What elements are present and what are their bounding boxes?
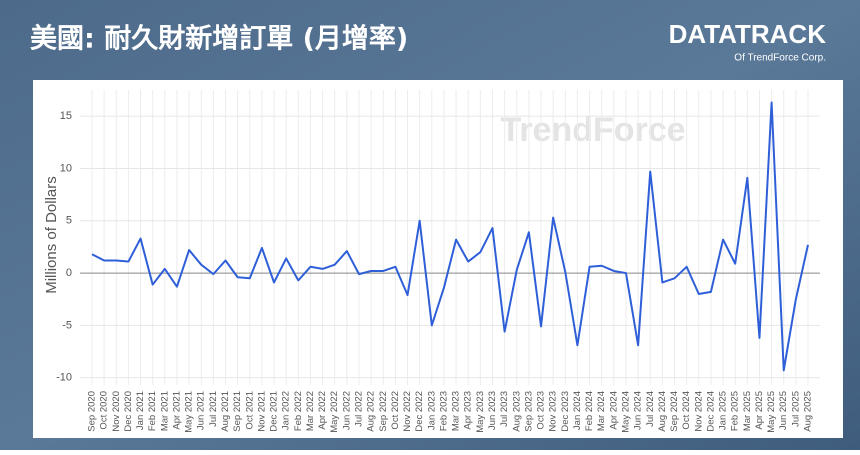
x-tick-label: Sep 2020 bbox=[87, 391, 98, 432]
x-tick-label: Jan 2023 bbox=[426, 391, 437, 430]
x-tick-label: Feb 2024 bbox=[584, 391, 595, 431]
x-tick-label: Jan 2024 bbox=[572, 391, 583, 430]
x-tick-label: Nov 2024 bbox=[693, 391, 704, 432]
y-tick-label: 10 bbox=[60, 162, 72, 174]
x-tick-label: Mar 2024 bbox=[596, 391, 607, 431]
x-tick-label: Jun 2021 bbox=[196, 391, 207, 430]
x-tick-label: Nov 2020 bbox=[111, 391, 122, 432]
y-tick-label: 5 bbox=[66, 215, 72, 227]
x-tick-label: Dec 2020 bbox=[123, 391, 134, 432]
x-tick-label: Jul 2023 bbox=[499, 391, 510, 427]
x-tick-label: Nov 2022 bbox=[402, 391, 413, 432]
x-tick-label: Aug 2023 bbox=[511, 391, 522, 432]
x-tick-label: Aug 2021 bbox=[220, 391, 231, 432]
x-tick-label: Oct 2022 bbox=[390, 391, 401, 430]
x-tick-label: Apr 2025 bbox=[754, 391, 765, 430]
brand-logo: DATATRACK bbox=[669, 19, 827, 49]
x-tick-label: Oct 2023 bbox=[536, 391, 547, 430]
x-tick-label: Jan 2022 bbox=[281, 391, 292, 430]
y-axis-label: Millions of Dollars bbox=[43, 176, 60, 294]
x-tick-label: Aug 2025 bbox=[803, 391, 814, 432]
x-tick-label: Apr 2024 bbox=[608, 391, 619, 430]
x-tick-label: Jun 2023 bbox=[487, 391, 498, 430]
x-tick-label: Nov 2021 bbox=[256, 391, 267, 432]
x-tick-label: Dec 2023 bbox=[560, 391, 571, 432]
x-tick-label: Mar 2022 bbox=[305, 391, 316, 431]
x-tick-label: Mar 2025 bbox=[742, 391, 753, 431]
x-tick-label: Sep 2022 bbox=[378, 391, 389, 432]
y-tick-label: 0 bbox=[66, 267, 72, 279]
x-tick-label: Jun 2022 bbox=[341, 391, 352, 430]
x-tick-label: May 2022 bbox=[329, 391, 340, 433]
brand-sub: Of TrendForce Corp. bbox=[734, 53, 826, 64]
x-tick-label: Oct 2021 bbox=[244, 391, 255, 430]
x-tick-label: Feb 2023 bbox=[438, 391, 449, 431]
x-tick-label: Jul 2021 bbox=[208, 391, 219, 427]
x-tick-label: May 2024 bbox=[620, 391, 631, 433]
x-tick-label: Feb 2025 bbox=[730, 391, 741, 431]
x-tick-label: Apr 2022 bbox=[317, 391, 328, 430]
x-tick-label: Oct 2020 bbox=[99, 391, 110, 430]
x-tick-label: Aug 2024 bbox=[657, 391, 668, 432]
y-tick-label: -10 bbox=[56, 372, 72, 384]
x-tick-label: Sep 2024 bbox=[669, 391, 680, 432]
data-line bbox=[91, 101, 809, 372]
x-tick-label: Jan 2025 bbox=[718, 391, 729, 430]
x-tick-label: Jul 2022 bbox=[353, 391, 364, 427]
x-tick-label: Apr 2021 bbox=[171, 391, 182, 430]
x-tick-label: Apr 2023 bbox=[463, 391, 474, 430]
x-tick-label: Dec 2021 bbox=[269, 391, 280, 432]
chart-panel bbox=[33, 80, 843, 438]
x-tick-label: May 2023 bbox=[475, 391, 486, 433]
x-tick-label: Jun 2025 bbox=[778, 391, 789, 430]
x-tick-label: Jan 2021 bbox=[135, 391, 146, 430]
x-tick-label: Aug 2022 bbox=[366, 391, 377, 432]
x-tick-label: Mar 2021 bbox=[159, 391, 170, 431]
x-tick-label: May 2025 bbox=[766, 391, 777, 433]
chart-title: 美國: 耐久財新增訂單 (月增率) bbox=[30, 23, 408, 55]
x-tick-label: May 2021 bbox=[184, 391, 195, 433]
x-tick-label: Dec 2024 bbox=[705, 391, 716, 432]
x-tick-label: Nov 2023 bbox=[548, 391, 559, 432]
x-tick-label: Jul 2025 bbox=[790, 391, 801, 427]
x-tick-label: Feb 2022 bbox=[293, 391, 304, 431]
x-tick-label: Jun 2024 bbox=[633, 391, 644, 430]
x-tick-label: Feb 2021 bbox=[147, 391, 158, 431]
x-tick-label: Dec 2022 bbox=[414, 391, 425, 432]
y-tick-label: 15 bbox=[60, 110, 72, 122]
watermark: TrendForce bbox=[500, 111, 685, 149]
x-tick-label: Mar 2023 bbox=[451, 391, 462, 431]
x-tick-label: Jul 2024 bbox=[645, 391, 656, 427]
x-tick-label: Sep 2021 bbox=[232, 391, 243, 432]
x-tick-label: Oct 2024 bbox=[681, 391, 692, 430]
y-tick-label: -5 bbox=[62, 319, 72, 331]
x-tick-label: Sep 2023 bbox=[523, 391, 534, 432]
